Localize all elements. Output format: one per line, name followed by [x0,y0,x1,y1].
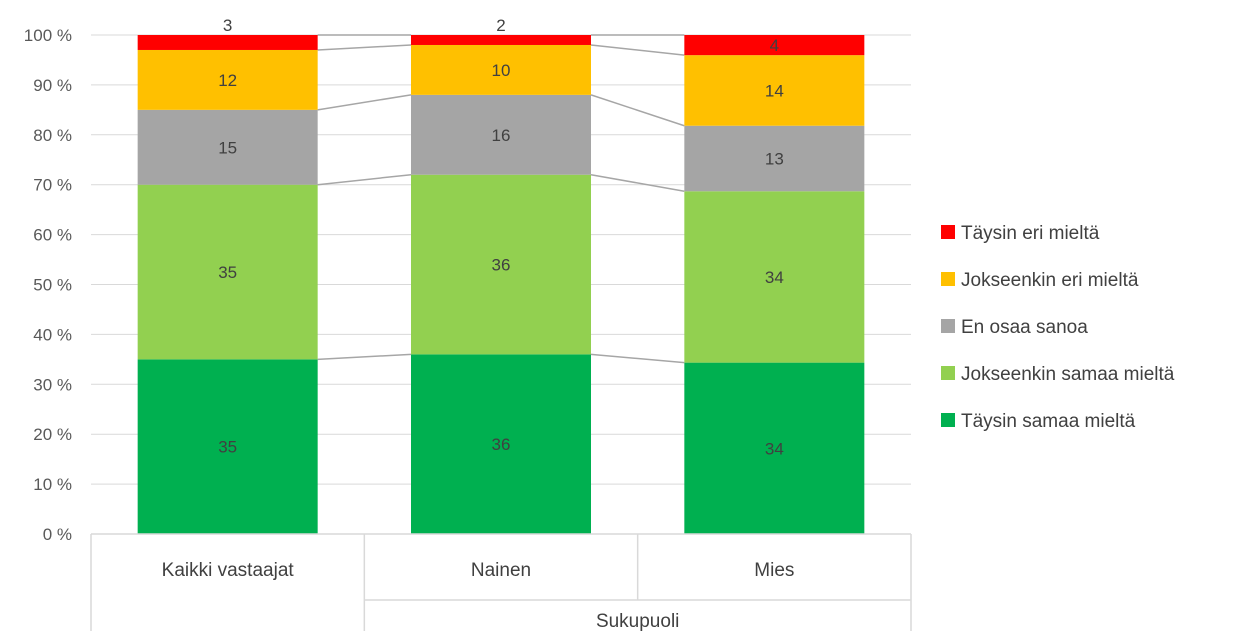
x-tick-label: Kaikki vastaajat [162,560,295,581]
x-tick-label: Mies [754,560,794,581]
x-group-label: Sukupuoli [596,611,679,631]
data-label: 16 [492,126,511,145]
bar-segment [411,44,591,95]
y-tick-label: 0 % [43,525,72,544]
legend-label: Jokseenkin eri mieltä [961,270,1139,291]
y-tick-label: 100 % [24,26,72,45]
legend-swatch [941,225,955,239]
data-label: 4 [770,36,779,55]
y-tick-label: 90 % [33,76,72,95]
legend-swatch [941,272,955,286]
bar-segment [684,55,865,126]
series-lines [317,34,685,364]
data-label: 35 [218,263,237,282]
legend: Täysin eri mieltä Jokseenkin eri mieltä En… [941,223,1175,432]
y-tick-label: 30 % [33,375,72,394]
legend-swatch [941,319,955,333]
bar-segment [411,94,591,175]
series-line [590,173,685,192]
bar-segment [137,109,318,185]
y-tick-label: 20 % [33,425,72,444]
bar-segment [684,191,865,363]
data-label: 35 [218,438,237,457]
data-label: 12 [218,71,237,90]
y-tick-label: 40 % [33,325,72,344]
y-tick-label: 10 % [33,475,72,494]
legend-swatch [941,413,955,427]
data-label: 14 [765,81,784,100]
series-line [317,173,412,186]
data-label: 36 [492,435,511,454]
series-line [590,94,685,127]
bar-segment [137,184,318,360]
bars [137,35,865,534]
axes: 0 % 10 % 20 % 30 % 40 % 50 % 60 % 70 % 80 % 90 % 1… [24,26,912,631]
y-tick-label: 70 % [33,176,72,195]
bar-segment [137,35,318,50]
bar-segment [137,359,318,534]
data-labels: 35 36 34 35 36 34 15 16 13 12 10 14 3 2 4 [218,16,784,458]
data-label: 13 [765,149,784,168]
bar-segment [411,174,591,355]
legend-label: Täysin samaa mieltä [961,411,1136,432]
data-label: 10 [492,61,511,80]
bar-segment [684,362,865,534]
data-label: 34 [765,268,784,287]
y-tick-label: 50 % [33,276,72,295]
data-label: 15 [218,138,237,157]
series-line [317,44,412,51]
y-tick-label: 60 % [33,226,72,245]
bar-segment [411,354,591,534]
series-line [317,94,412,111]
x-tick-label: Nainen [471,560,531,581]
legend-label: En osaa sanoa [961,317,1088,338]
y-tick-label: 80 % [33,126,72,145]
series-line [317,353,412,361]
data-label: 2 [496,16,505,35]
bar-segment [411,35,591,45]
data-label: 34 [765,439,784,458]
bar-segment [684,35,865,56]
legend-label: Täysin eri mieltä [961,223,1100,244]
legend-swatch [941,366,955,380]
bar-segment [684,125,865,192]
series-line [590,353,685,364]
bar-segment [137,49,318,110]
legend-label: Jokseenkin samaa mieltä [961,364,1175,385]
series-line [590,44,685,56]
data-label: 36 [492,256,511,275]
data-label: 3 [223,16,232,35]
